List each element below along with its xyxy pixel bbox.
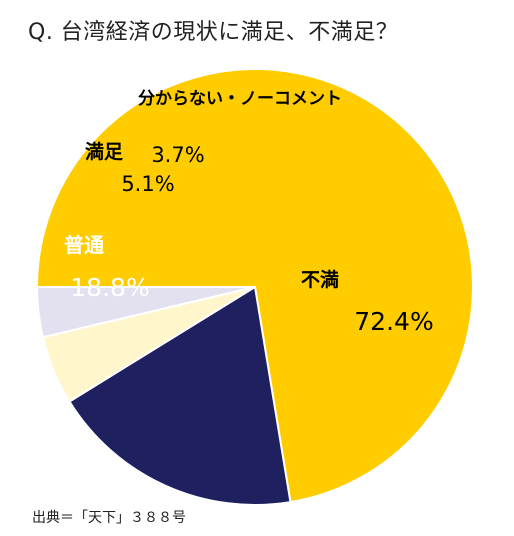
slice-name-label: 不満	[301, 269, 339, 291]
pie-slice-2	[68, 285, 292, 506]
slice-name-label: 普通	[64, 233, 104, 257]
slice-name-label: 満足	[85, 141, 124, 163]
chart-title: Q. 台湾経済の現状に満足、不満足？	[28, 20, 399, 45]
slice-value-label: 72.4%	[354, 307, 433, 336]
source-note: 出典＝「天下」３８８号	[32, 510, 186, 526]
pie-slice-1	[35, 68, 474, 504]
slice-value-label: 5.1%	[121, 172, 174, 196]
slice-name-label: 分からない・ノーコメント	[138, 89, 342, 109]
slice-value-label: 3.7%	[151, 143, 204, 167]
pie-slice-4	[35, 286, 256, 339]
slice-value-label: 18.8%	[70, 273, 149, 302]
